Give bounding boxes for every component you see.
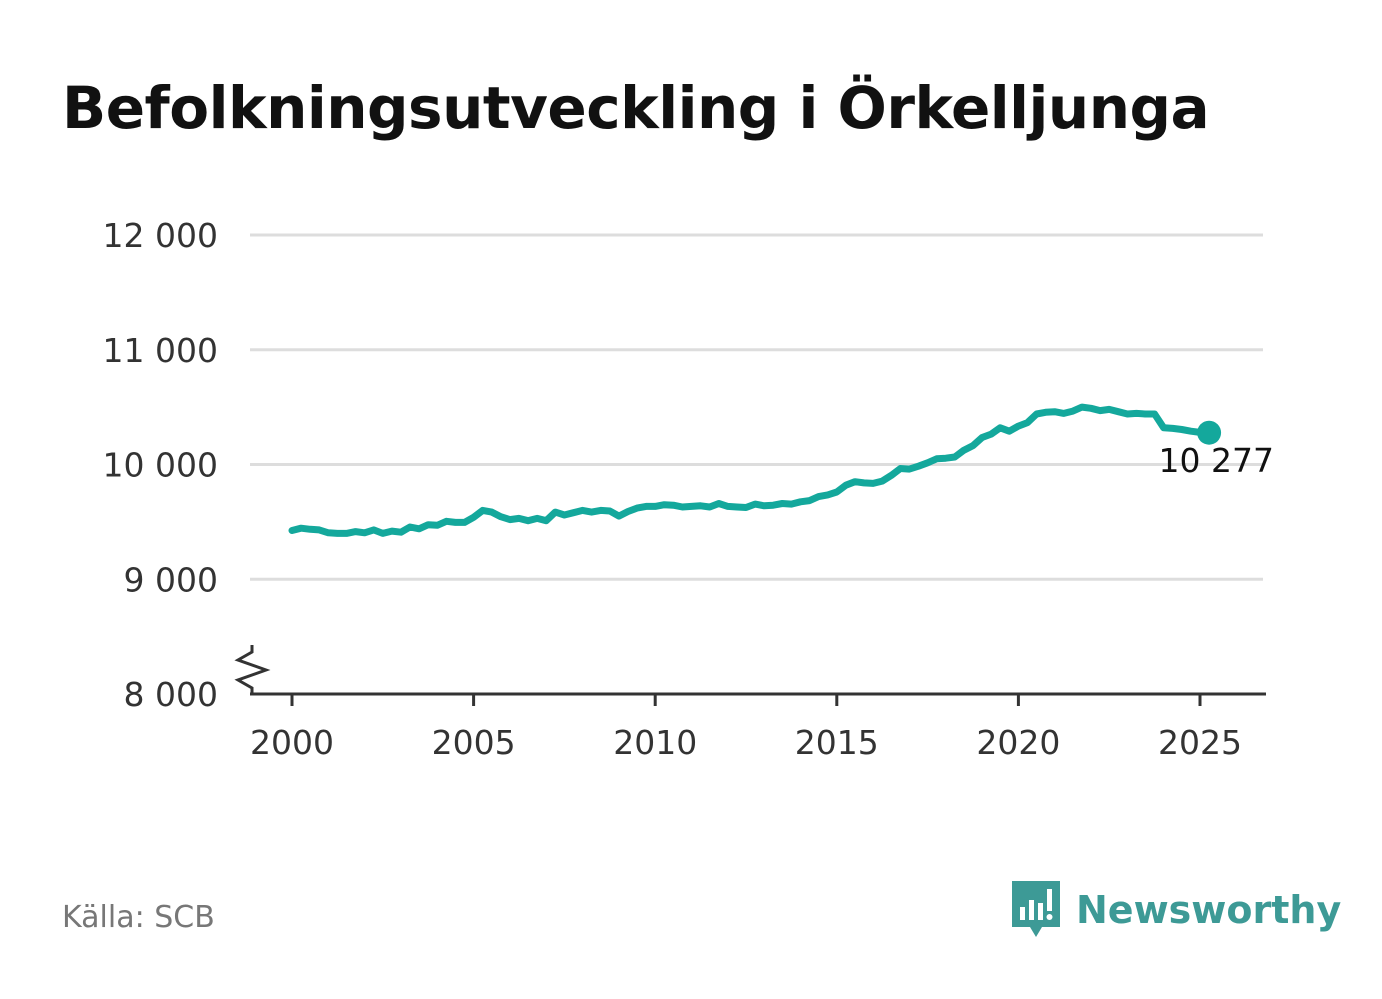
y-tick-label: 11 000 (103, 331, 218, 370)
x-tick-label: 2020 (976, 723, 1060, 762)
end-value-label: 10 277 (1159, 441, 1274, 480)
brand-logo[interactable]: Newsworthy (1010, 878, 1341, 942)
x-tick-label: 2000 (250, 723, 334, 762)
x-tick-label: 2010 (613, 723, 697, 762)
y-tick-label: 12 000 (103, 216, 218, 255)
y-tick-label: 9 000 (124, 560, 218, 599)
brand-name: Newsworthy (1076, 888, 1342, 932)
end-point-marker (1197, 420, 1222, 445)
source-note: Källa: SCB (62, 900, 215, 935)
y-tick-label: 10 000 (103, 446, 218, 485)
y-axis-break (234, 645, 271, 694)
chart-title: Befolkningsutveckling i Örkelljunga (62, 74, 1210, 142)
series-line (288, 403, 1213, 537)
labels: 8 000 9 000 10 000 11 000 12 000 2000 2005 2010… (103, 216, 1274, 762)
plot-area (288, 403, 1222, 537)
newsworthy-logo-icon (1012, 881, 1060, 937)
x-tick-label: 2005 (432, 723, 516, 762)
x-tick-label: 2025 (1158, 723, 1242, 762)
axes (234, 645, 1266, 706)
gridlines (250, 233, 1263, 581)
x-tick-label: 2015 (795, 723, 879, 762)
y-tick-label: 8 000 (124, 675, 218, 714)
